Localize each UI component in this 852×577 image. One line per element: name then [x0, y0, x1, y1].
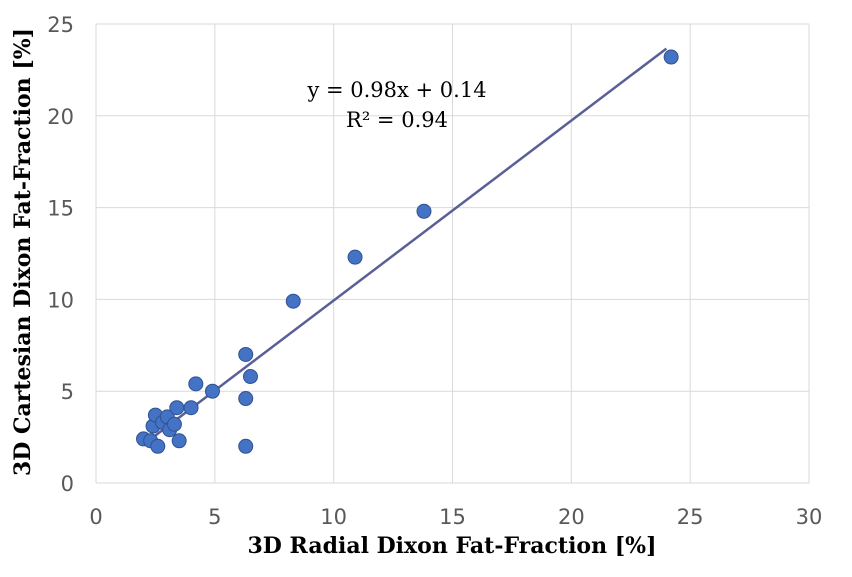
data-point-0-18	[285, 293, 301, 309]
trendline	[142, 47, 668, 446]
grid-lines	[95, 23, 810, 484]
x-tick-label-6: 30	[796, 505, 823, 529]
y-tick-labels: 0 5 10 15 20 25	[47, 13, 74, 496]
x-axis-title: 3D Radial Dixon Fat-Fraction [%]	[248, 533, 657, 559]
data-point-0-4	[150, 438, 166, 454]
data-point-0-11	[183, 400, 199, 416]
x-tick-label-0: 0	[89, 505, 102, 529]
data-point-0-10	[171, 433, 187, 449]
y-tick-label-2: 10	[47, 288, 74, 312]
x-tick-label-5: 25	[677, 505, 704, 529]
y-tick-label-4: 20	[47, 105, 74, 129]
y-axis-title: 3D Cartesian Dixon Fat-Fraction [%]	[10, 28, 36, 476]
data-point-0-16	[238, 438, 254, 454]
data-point-0-12	[188, 376, 204, 392]
data-points	[136, 49, 679, 454]
data-point-0-21	[663, 49, 679, 65]
x-tick-label-2: 10	[320, 505, 347, 529]
data-point-0-15	[238, 391, 254, 407]
data-point-0-14	[238, 346, 254, 362]
trendline-r-squared: R² = 0.94	[346, 108, 448, 132]
x-tick-label-3: 15	[439, 505, 466, 529]
y-tick-label-3: 15	[47, 197, 74, 221]
trendline-layer	[142, 47, 668, 446]
data-point-0-8	[166, 416, 182, 432]
data-point-0-19	[347, 249, 363, 265]
trendline-equation: y = 0.98x + 0.14	[306, 78, 486, 102]
x-tick-label-4: 20	[558, 505, 585, 529]
data-point-0-13	[204, 383, 220, 399]
data-point-0-17	[242, 369, 258, 385]
y-tick-label-1: 5	[61, 380, 74, 404]
y-tick-label-5: 25	[47, 13, 74, 37]
data-point-0-20	[416, 203, 432, 219]
y-tick-label-0: 0	[61, 472, 74, 496]
x-tick-label-1: 5	[208, 505, 221, 529]
data-point-0-9	[169, 400, 185, 416]
x-tick-labels: 0 5 10 15 20 25 30	[89, 505, 822, 529]
